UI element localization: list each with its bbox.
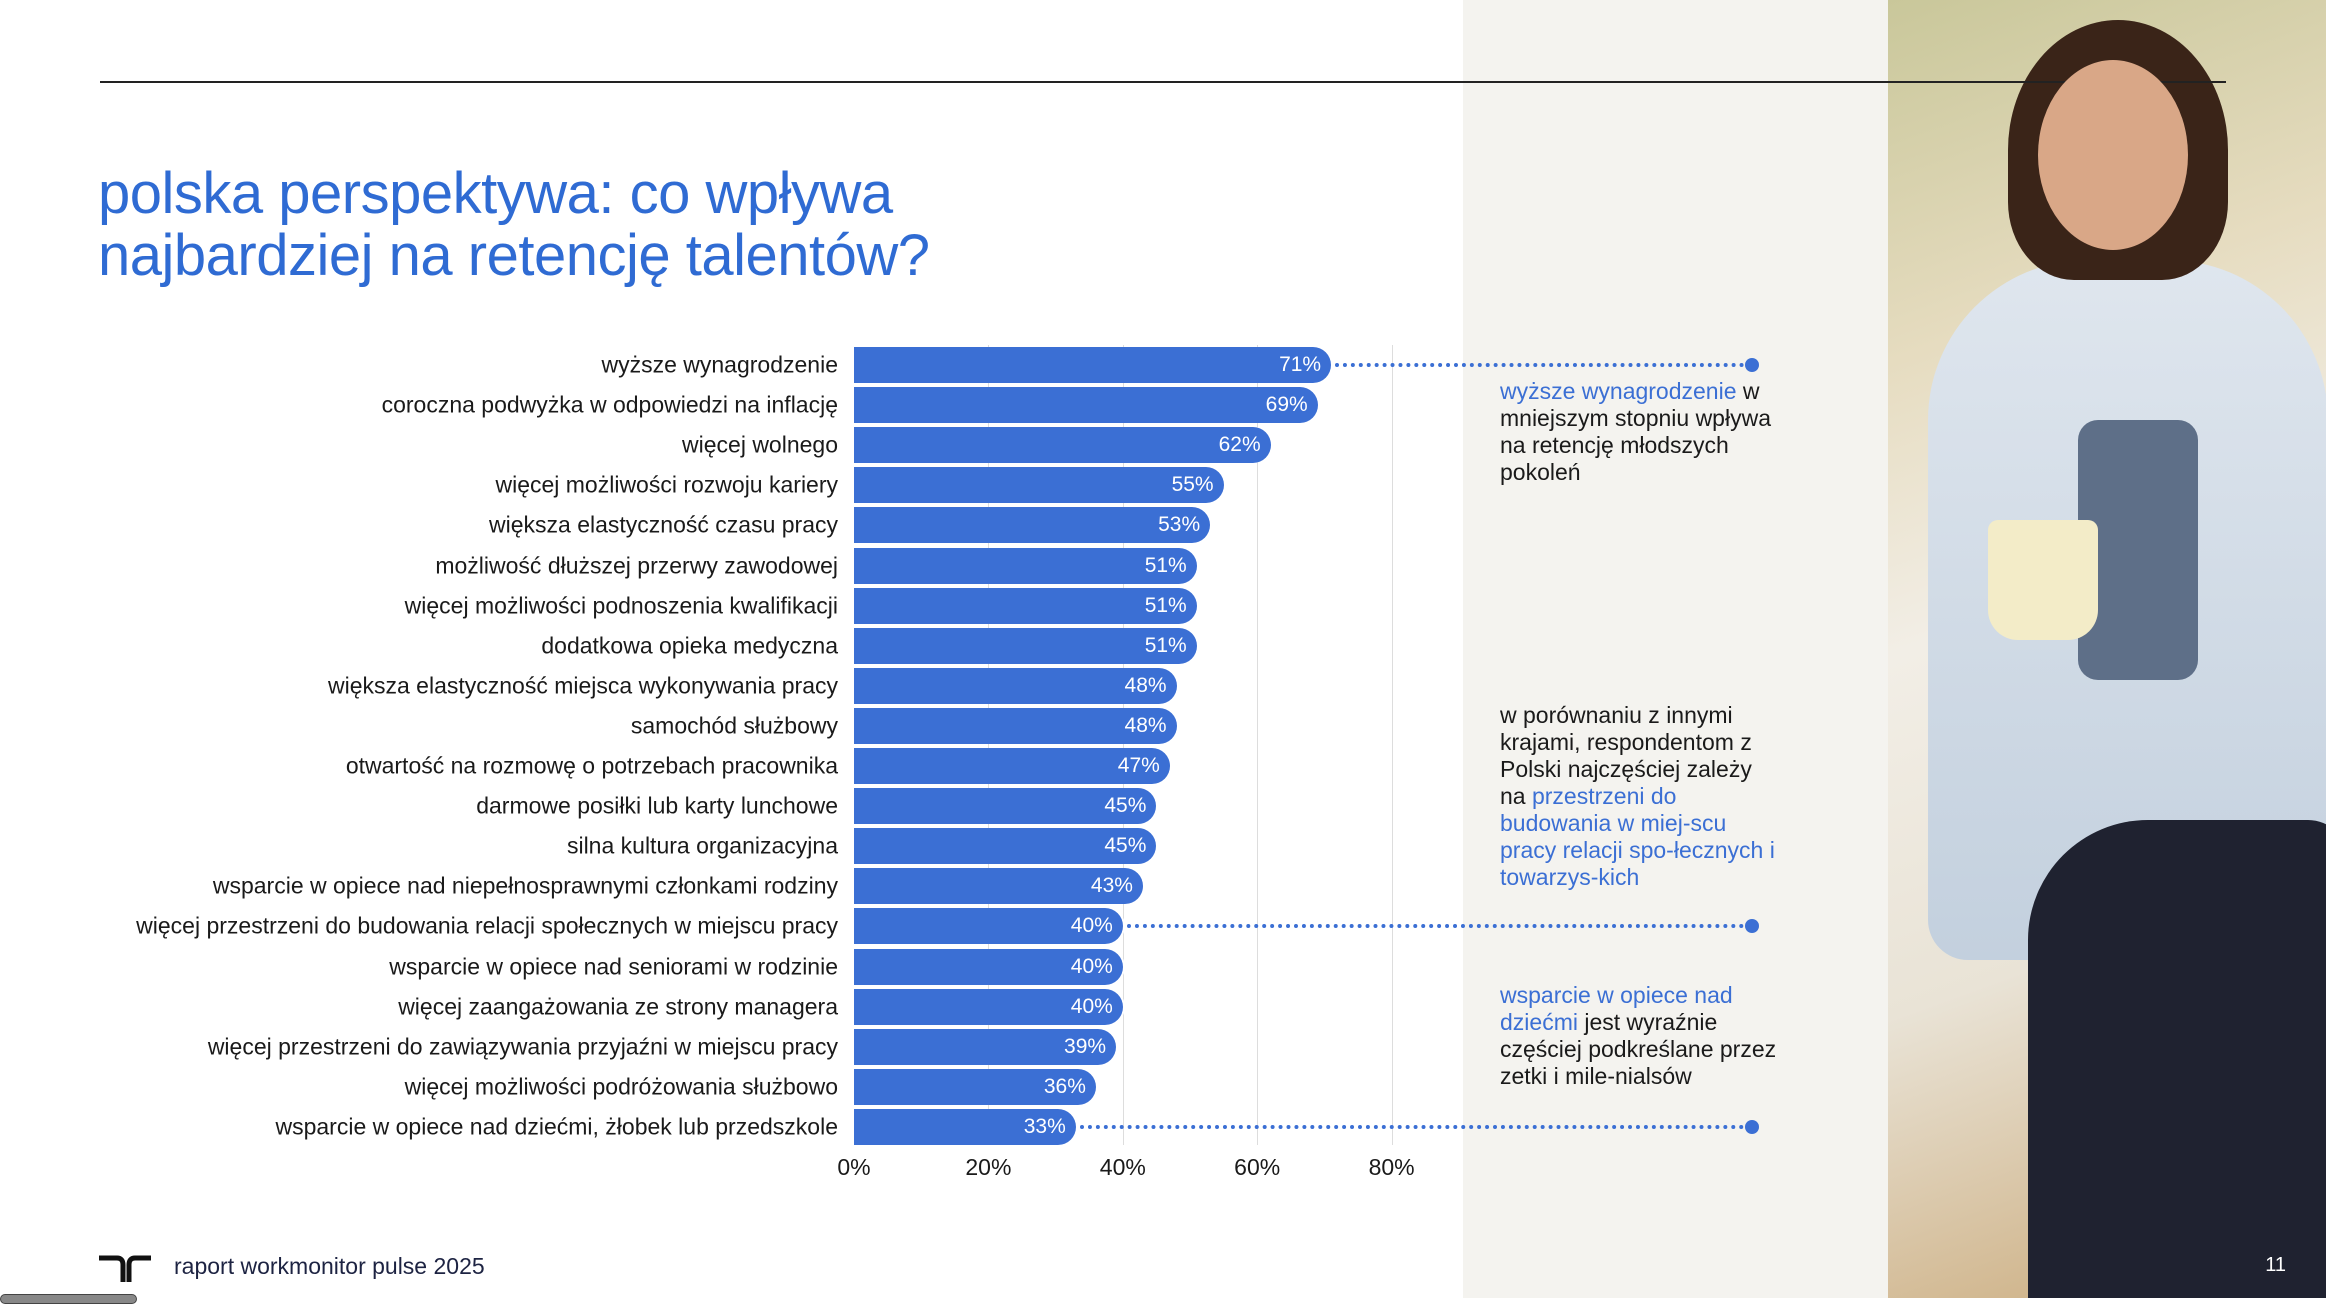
- value-label: 36%: [1043, 1074, 1086, 1098]
- bar: 55%: [854, 467, 1224, 504]
- leader-dot: [1745, 1119, 1759, 1134]
- bar: 45%: [854, 788, 1157, 825]
- bar: 51%: [854, 587, 1197, 624]
- category-label: więcej możliwości podnoszenia kwalifikac…: [404, 592, 838, 619]
- bar: 45%: [854, 828, 1157, 865]
- dotted-leader-line: [1335, 363, 1752, 367]
- value-label: 69%: [1265, 393, 1308, 417]
- category-label: wsparcie w opiece nad dziećmi, żłobek lu…: [275, 1113, 838, 1140]
- value-label: 62%: [1218, 433, 1261, 457]
- gridline: [1391, 345, 1393, 1145]
- value-label: 51%: [1144, 593, 1187, 617]
- side-panel: [1463, 0, 1888, 1298]
- gridline: [988, 345, 990, 1145]
- bottom-tab: [0, 1294, 137, 1304]
- gridline: [1257, 345, 1259, 1145]
- category-label: więcej możliwości rozwoju kariery: [495, 471, 838, 498]
- x-tick-label: 80%: [1368, 1154, 1415, 1180]
- value-label: 53%: [1158, 513, 1201, 537]
- bar: 48%: [854, 707, 1177, 744]
- bar: 40%: [854, 908, 1123, 945]
- value-label: 45%: [1104, 794, 1147, 818]
- footer-text: raport workmonitor pulse 2025: [174, 1253, 485, 1279]
- category-label: więcej wolnego: [682, 431, 838, 458]
- bar: 33%: [854, 1108, 1076, 1145]
- bar: 51%: [854, 547, 1197, 584]
- randstad-logo: [99, 1255, 151, 1282]
- value-label: 71%: [1279, 353, 1322, 376]
- highlight-text: wyższe wynagrodzenie: [1500, 378, 1737, 404]
- category-label: większa elastyczność czasu pracy: [489, 511, 838, 538]
- value-label: 43%: [1090, 874, 1133, 898]
- bar: 69%: [854, 387, 1318, 424]
- value-label: 55%: [1171, 473, 1214, 497]
- leader-dot: [1745, 919, 1759, 934]
- category-label: więcej przestrzeni do budowania relacji …: [136, 912, 838, 939]
- value-label: 47%: [1117, 754, 1160, 777]
- category-label: wsparcie w opiece nad seniorami w rodzin…: [389, 953, 838, 979]
- value-label: 40%: [1070, 954, 1113, 978]
- annotation-text: wsparcie w opiece nad dziećmi jest wyraź…: [1500, 982, 1780, 1090]
- annotation-span: w porównaniu z innymi krajami, responden…: [1500, 702, 1752, 809]
- annotation-text: w porównaniu z innymi krajami, responden…: [1500, 702, 1780, 891]
- page-title: polska perspektywa: co wpływa najbardzie…: [98, 163, 930, 287]
- category-label: darmowe posiłki lub karty lunchowe: [476, 792, 838, 819]
- category-label: otwartość na rozmowę o potrzebach pracow…: [345, 752, 838, 779]
- top-divider: [100, 81, 2226, 83]
- x-tick-label: 60%: [1234, 1154, 1281, 1180]
- gridline: [1122, 345, 1124, 1145]
- value-label: 40%: [1070, 914, 1113, 938]
- page-number: 11: [2265, 1254, 2286, 1276]
- value-label: 40%: [1070, 994, 1113, 1018]
- category-label: możliwość dłuższej przerwy zawodowej: [435, 552, 838, 578]
- category-label: coroczna podwyżka w odpowiedzi na inflac…: [381, 391, 838, 418]
- bar: 36%: [854, 1068, 1096, 1105]
- bar: 62%: [854, 427, 1271, 464]
- value-label: 51%: [1144, 633, 1187, 657]
- bar: 71%: [854, 347, 1332, 383]
- category-label: więcej możliwości podróżowania służbowo: [404, 1073, 838, 1100]
- dotted-leader-line: [1126, 924, 1752, 929]
- annotation-text: wyższe wynagrodzenie w mniejszym stopniu…: [1500, 378, 1780, 486]
- x-tick-label: 40%: [1099, 1154, 1146, 1180]
- bar: 40%: [854, 988, 1123, 1025]
- title-line: najbardziej na retencję talentów?: [98, 223, 930, 288]
- bar: 48%: [854, 667, 1177, 704]
- category-label: wsparcie w opiece nad niepełnosprawnymi …: [212, 872, 838, 899]
- title-line: polska perspektywa: co wpływa: [98, 161, 893, 226]
- category-label: więcej zaangażowania ze strony managera: [398, 993, 838, 1020]
- bar: 47%: [854, 748, 1170, 784]
- bar: 40%: [854, 948, 1123, 985]
- value-label: 33%: [1023, 1114, 1066, 1138]
- dotted-leader-line: [1079, 1124, 1752, 1129]
- bar: 51%: [854, 627, 1197, 664]
- category-label: dodatkowa opieka medyczna: [541, 632, 838, 659]
- value-label: 48%: [1124, 673, 1167, 697]
- bar: 43%: [854, 868, 1143, 905]
- annotation-span: jest wyraźnie częściej podkreślane przez…: [1500, 1009, 1777, 1089]
- category-label: więcej przestrzeni do zawiązywania przyj…: [207, 1033, 838, 1060]
- category-label: wyższe wynagrodzenie: [601, 351, 838, 378]
- bar: 39%: [854, 1028, 1117, 1065]
- category-label: samochód służbowy: [630, 712, 838, 739]
- woman-with-mug-photo: [1888, 0, 2326, 1298]
- value-label: 39%: [1064, 1034, 1107, 1058]
- x-tick-label: 20%: [965, 1154, 1012, 1180]
- bar: 53%: [854, 507, 1211, 544]
- value-label: 51%: [1144, 553, 1187, 577]
- category-label: większa elastyczność miejsca wykonywania…: [327, 672, 838, 699]
- x-tick-label: 0%: [837, 1154, 871, 1180]
- leader-dot: [1745, 358, 1759, 372]
- value-label: 45%: [1104, 834, 1147, 858]
- value-label: 48%: [1124, 713, 1167, 737]
- highlight-text: wsparcie w opiece nad dziećmi: [1500, 982, 1733, 1035]
- annotation-span: w mniejszym stopniu wpływa na retencję m…: [1500, 378, 1771, 485]
- category-label: silna kultura organizacyjna: [566, 832, 838, 859]
- highlight-text: przestrzeni do budowania w miej-scu prac…: [1500, 783, 1775, 890]
